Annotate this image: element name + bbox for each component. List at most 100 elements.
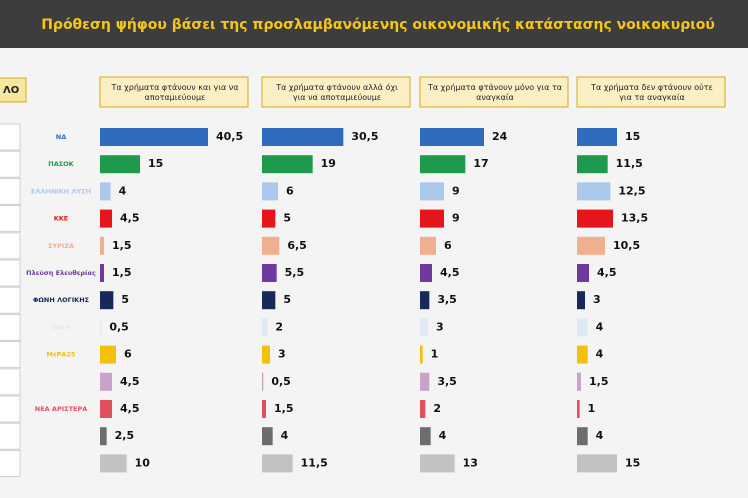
bar: [420, 400, 426, 418]
value-label: 6: [286, 184, 294, 197]
row-cell: [0, 123, 21, 151]
bar: [262, 264, 277, 282]
value-label: 4,5: [120, 375, 140, 388]
bar: [100, 454, 127, 473]
row-cell: [0, 232, 21, 260]
bar: [262, 318, 268, 337]
bar: [577, 155, 608, 174]
value-label: 13,5: [621, 212, 648, 225]
value-label: 19: [321, 157, 336, 170]
category-label: ΣΥΡΙΖΑ: [48, 242, 74, 250]
bar: [420, 155, 466, 174]
value-label: 4,5: [120, 402, 140, 415]
bar: [262, 182, 278, 201]
category-label: ΚΚΕ: [54, 215, 69, 223]
bar: [100, 318, 102, 337]
bar: [420, 318, 428, 337]
bar: [262, 128, 344, 146]
value-label: 5: [283, 212, 291, 225]
bar: [262, 155, 313, 174]
bar: [262, 454, 293, 473]
row-cell: [0, 449, 21, 477]
category-label: ΜέΡΑ25: [47, 351, 76, 359]
bar: [420, 454, 455, 473]
value-label: 4,5: [597, 266, 617, 279]
value-label: 6: [444, 239, 452, 252]
bar: [577, 345, 588, 364]
bar: [100, 345, 116, 364]
bar: [420, 264, 432, 282]
value-label: 3: [278, 348, 286, 361]
value-label: 13: [463, 456, 478, 469]
bar: [100, 372, 112, 391]
value-label: 11,5: [616, 157, 643, 170]
value-label: 6: [124, 348, 132, 361]
bar: [100, 236, 104, 255]
value-label: 30,5: [351, 130, 378, 143]
panel-header: Τα χρήματα δεν φτάνουν ούτε για τα αναγκα…: [590, 82, 713, 102]
bar: [262, 345, 270, 364]
value-label: 9: [452, 184, 460, 197]
row-cell: [0, 205, 21, 233]
row-cell: [0, 341, 21, 369]
category-label: Πλεύση Ελευθερίας: [26, 269, 96, 277]
bar: [262, 427, 273, 446]
row-cell: [0, 259, 21, 287]
bar: [577, 400, 580, 418]
bar: [577, 236, 605, 255]
value-label: 1,5: [112, 239, 132, 252]
bar: [577, 264, 589, 282]
bar: [577, 182, 611, 201]
row-cell: [0, 313, 21, 341]
category-label: ΝΕΑ ΑΡΙΣΤΕΡΑ: [35, 405, 88, 413]
panel-header: Τα χρήματα φτάνουν μόνο για τα αναγκαία: [427, 82, 562, 102]
value-label: 15: [625, 130, 640, 143]
value-label: 12,5: [618, 184, 645, 197]
row-cell: [0, 395, 21, 423]
bar: [577, 454, 617, 473]
bar: [420, 209, 444, 228]
bar: [262, 236, 280, 255]
value-label: 0,5: [271, 375, 291, 388]
bar: [577, 209, 613, 228]
panel-header-box: [419, 76, 569, 108]
value-label: 1: [588, 402, 596, 415]
value-label: 1,5: [589, 375, 609, 388]
bar: [262, 209, 276, 228]
value-label: 2,5: [115, 429, 134, 442]
value-label: 10,5: [613, 239, 640, 252]
value-label: 0,5: [109, 320, 129, 333]
panel-header: Τα χρήματα φτάνουν αλλά όχι για να αποταμ…: [275, 82, 398, 102]
value-label: 2: [433, 402, 441, 415]
bar: [577, 427, 588, 446]
bar: [420, 182, 444, 201]
category-label: ΝΔ: [56, 133, 66, 141]
bar: [420, 236, 436, 255]
category-label: ΠΑΣΟΚ: [48, 160, 74, 168]
value-label: 4: [281, 429, 289, 442]
value-label: 3: [436, 320, 444, 333]
panel-header: Τα χρήματα φτάνουν και για να αποταμιεύου…: [110, 83, 238, 102]
bar: [100, 264, 104, 282]
value-label: 11,5: [301, 456, 328, 469]
value-label: 1: [431, 348, 439, 361]
value-label: 10: [135, 456, 151, 469]
category-label: ΦΩΝΗ ΛΟΓΙΚΗΣ: [33, 296, 89, 304]
value-label: 4: [119, 184, 127, 197]
left-header-box: [0, 77, 27, 103]
row-cell: [0, 286, 21, 314]
bar: [262, 372, 264, 391]
bar: [420, 372, 430, 391]
bar: [577, 372, 581, 391]
value-label: 2: [275, 320, 283, 333]
bar: [100, 291, 114, 310]
value-label: 6,5: [287, 239, 307, 252]
title-bar: [0, 0, 748, 48]
bar: [100, 182, 111, 201]
value-label: 4,5: [440, 266, 460, 279]
panel-header-box: [261, 76, 411, 108]
value-label: 4: [596, 429, 604, 442]
bar: [420, 345, 423, 364]
bar: [577, 291, 585, 310]
value-label: 40,5: [216, 130, 243, 143]
